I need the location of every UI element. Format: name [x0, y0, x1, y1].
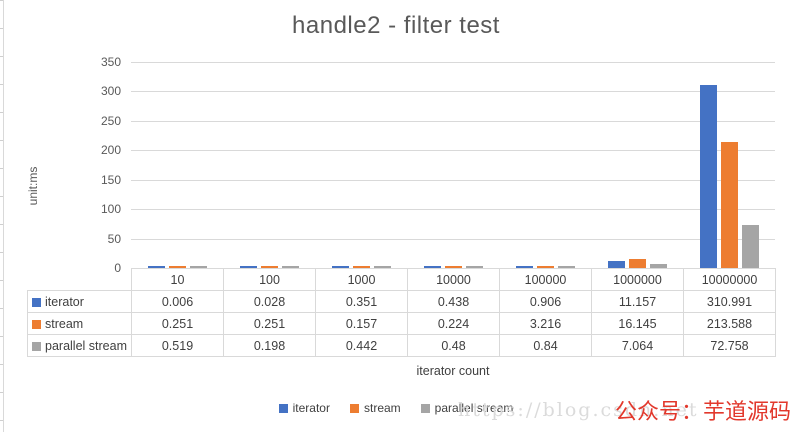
value-cell: 0.48 — [407, 334, 500, 357]
bar-iterator — [147, 266, 165, 268]
value-cell: 0.198 — [223, 334, 316, 357]
value-cell: 7.064 — [591, 334, 684, 357]
bar-iterator — [423, 266, 441, 268]
value-cell: 11.157 — [591, 290, 684, 313]
spreadsheet-left-edge — [0, 0, 4, 432]
legend: iterator stream parallel stream — [0, 401, 792, 415]
y-tick-label: 300 — [100, 84, 121, 99]
value-cell: 72.758 — [683, 334, 776, 357]
plot-area — [131, 62, 775, 269]
data-table: 10 100 1000 10000 100000 1000000 10000000 itera… — [27, 268, 776, 357]
bar-parallel-stream — [465, 266, 483, 268]
category-cell: 1000000 — [591, 268, 684, 291]
y-tick-label: 350 — [100, 55, 121, 69]
value-cell: 0.028 — [223, 290, 316, 313]
legend-item-parallel-stream: parallel stream — [420, 401, 514, 415]
watermark-url: https://blog.csdn.net — [458, 399, 699, 421]
table-row-categories: 10 100 1000 10000 100000 1000000 10000000 — [28, 268, 776, 291]
gridline — [131, 62, 775, 63]
value-cell: 0.006 — [131, 290, 224, 313]
legend-item-iterator: iterator — [278, 401, 330, 415]
series-swatch-icon — [32, 341, 41, 351]
bar-stream — [720, 142, 738, 268]
legend-swatch-icon — [420, 403, 430, 413]
value-cell: 3.216 — [499, 312, 592, 335]
value-cell: 0.84 — [499, 334, 592, 357]
category-cell: 100000 — [499, 268, 592, 291]
value-cell: 0.351 — [315, 290, 408, 313]
gridline — [131, 209, 775, 211]
gridline — [131, 91, 775, 93]
bar-iterator — [515, 266, 533, 268]
category-cell: 10 — [131, 268, 224, 291]
bar-parallel-stream — [649, 263, 667, 268]
y-tick-label: 0 — [114, 261, 121, 275]
gridline — [131, 120, 775, 122]
category-cell: 10000 — [407, 268, 500, 291]
bar-stream — [536, 266, 554, 268]
value-cell: 310.991 — [683, 290, 776, 313]
bar-parallel-stream — [373, 266, 391, 268]
legend-label: parallel stream — [434, 401, 514, 415]
bar-iterator — [699, 84, 717, 268]
y-axis-title: unit:ms — [26, 166, 40, 206]
bar-iterator — [331, 266, 349, 268]
legend-swatch-icon — [278, 403, 288, 413]
gridline — [131, 238, 775, 240]
legend-swatch-icon — [349, 403, 359, 413]
bar-stream — [444, 266, 462, 268]
value-cell: 0.157 — [315, 312, 408, 335]
y-tick-label: 250 — [100, 113, 121, 128]
bar-iterator — [607, 261, 625, 268]
bar-stream — [168, 266, 186, 268]
value-cell: 0.906 — [499, 290, 592, 313]
watermark-brand: 公众号：芋道源码 — [615, 400, 792, 425]
category-cell: 10000000 — [683, 268, 776, 291]
y-tick-label: 200 — [100, 143, 121, 158]
legend-label: stream — [363, 401, 401, 415]
table-row: parallel stream 0.519 0.198 0.442 0.48 0.84 7.… — [27, 334, 776, 357]
y-tick-label: 50 — [107, 231, 121, 246]
category-cell: 1000 — [315, 268, 408, 291]
bar-parallel-stream — [741, 225, 759, 268]
value-cell: 0.519 — [131, 334, 224, 357]
gridline — [131, 179, 775, 181]
bar-stream — [260, 266, 278, 268]
series-swatch-icon — [32, 297, 41, 307]
bar-stream — [628, 258, 646, 268]
legend-label: iterator — [292, 401, 330, 415]
series-name-cell: stream — [27, 312, 132, 335]
value-cell: 0.224 — [407, 312, 500, 335]
series-name-cell: parallel stream — [27, 334, 132, 357]
value-cell: 16.145 — [591, 312, 684, 335]
series-name-cell: iterator — [27, 290, 132, 313]
gridline — [131, 150, 775, 152]
x-axis-title: iterator count — [416, 364, 490, 378]
series-swatch-icon — [32, 319, 41, 329]
bar-parallel-stream — [189, 266, 207, 268]
chart-title: handle2 - filter test — [292, 12, 500, 39]
bar-stream — [352, 266, 370, 268]
value-cell: 0.442 — [315, 334, 408, 357]
bar-iterator — [239, 266, 257, 268]
bar-parallel-stream — [557, 266, 575, 268]
table-row: iterator 0.006 0.028 0.351 0.438 0.906 11.157 3… — [27, 290, 776, 313]
value-cell: 0.438 — [407, 290, 500, 313]
y-tick-label: 150 — [100, 172, 121, 187]
category-cell: 100 — [223, 268, 316, 291]
value-cell: 0.251 — [131, 312, 224, 335]
bar-parallel-stream — [281, 266, 299, 268]
value-cell: 213.588 — [683, 312, 776, 335]
table-row: stream 0.251 0.251 0.157 0.224 3.216 16.145 213… — [27, 312, 776, 335]
legend-item-stream: stream — [349, 401, 401, 415]
y-tick-label: 100 — [100, 202, 121, 217]
value-cell: 0.251 — [223, 312, 316, 335]
